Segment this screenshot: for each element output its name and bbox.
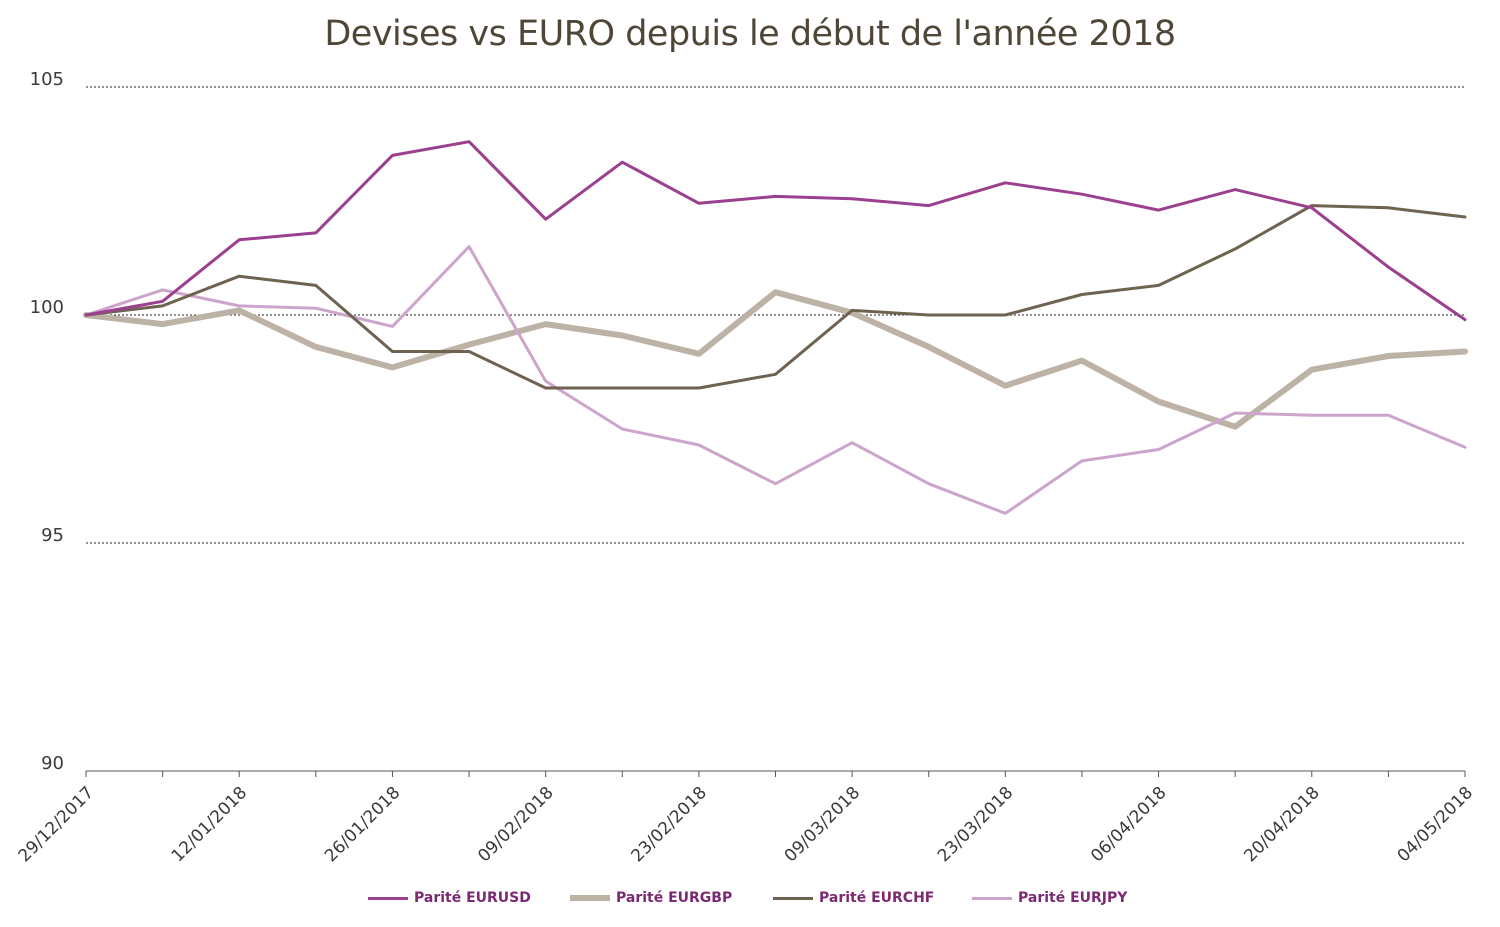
legend-swatch	[972, 896, 1012, 900]
x-tick-label: 20/04/2018	[1240, 783, 1323, 866]
x-tick-label: 09/02/2018	[474, 783, 557, 866]
gridlines	[86, 86, 1465, 544]
x-tick-label: 23/02/2018	[627, 783, 710, 866]
legend-label: Parité EURUSD	[414, 890, 531, 906]
y-tick-label: 95	[41, 525, 64, 546]
series-line-parit-eurusd	[84, 140, 1467, 322]
y-tick-label: 105	[30, 69, 64, 90]
legend-item: Parité EURCHF	[773, 886, 934, 910]
x-tick-label: 23/03/2018	[934, 783, 1017, 866]
series-line-parit-eurjpy	[84, 245, 1467, 515]
series-line-parit-eurchf	[84, 204, 1467, 390]
chart-title: Devises vs EURO depuis le début de l'ann…	[324, 14, 1176, 54]
series-lines	[83, 140, 1468, 515]
series-line-parit-eurgbp	[83, 289, 1468, 430]
legend-swatch	[368, 896, 408, 900]
legend-item: Parité EURGBP	[570, 886, 732, 910]
legend-swatch	[773, 896, 813, 900]
x-tick-label: 09/03/2018	[781, 783, 864, 866]
legend-swatch	[570, 895, 610, 901]
legend-label: Parité EURGBP	[616, 890, 733, 906]
legend-label: Parité EURCHF	[819, 890, 935, 906]
legend-item: Parité EURJPY	[972, 886, 1127, 910]
x-tick-label: 26/01/2018	[321, 783, 404, 866]
y-tick-label: 90	[41, 753, 64, 774]
legend-item: Parité EURUSD	[368, 886, 531, 910]
x-tick-label: 06/04/2018	[1087, 783, 1170, 866]
legend-label: Parité EURJPY	[1018, 890, 1128, 906]
x-tick-label: 04/05/2018	[1394, 783, 1477, 866]
x-tick-label: 29/12/2017	[15, 783, 98, 866]
legend: Parité EURUSD Parité EURGBP Parité EURCHF P…	[0, 886, 1500, 910]
x-tick-label: 12/01/2018	[168, 783, 251, 866]
y-tick-label: 100	[30, 297, 64, 318]
